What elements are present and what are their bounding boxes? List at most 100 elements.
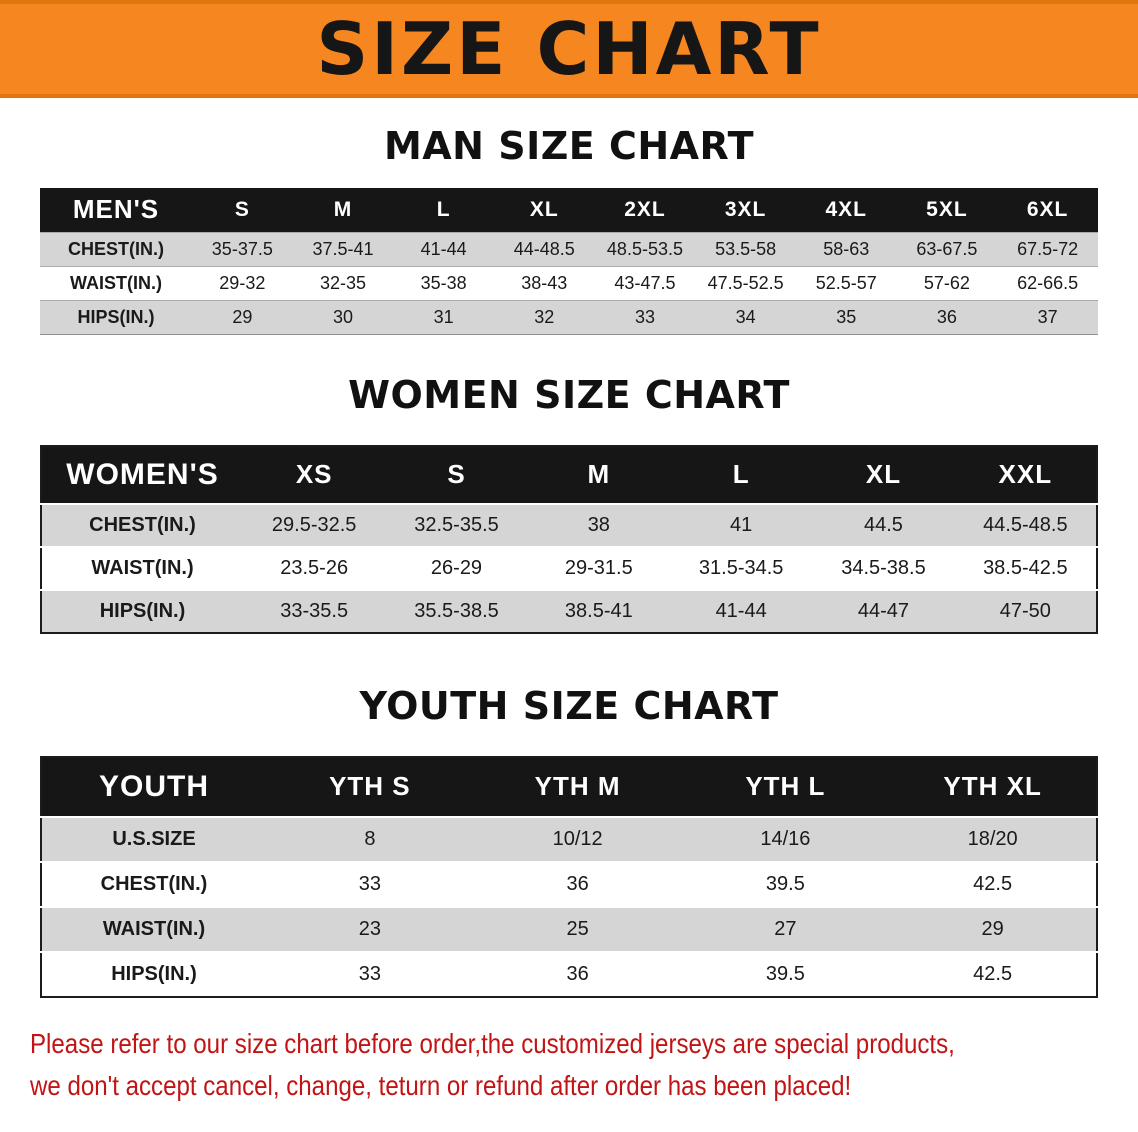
size-value: 18/20 (889, 815, 1097, 862)
womens-size-table: WOMEN'S XS S M L XL XXL CHEST(IN.) 29.5-32.5 32.5… (40, 444, 1098, 634)
size-value: 35 (795, 299, 897, 334)
size-value: 63-67.5 (896, 231, 998, 266)
size-header-cell: M (292, 188, 394, 232)
measurement-label: HIPS(IN.) (40, 299, 192, 334)
table-row: CHEST(IN.) 33 36 39.5 42.5 (41, 860, 1097, 907)
size-value: 29-31.5 (527, 545, 670, 590)
size-value: 26-29 (385, 545, 528, 590)
size-header-cell: L (669, 445, 813, 504)
size-value: 29 (889, 905, 1097, 952)
size-value: 35-38 (393, 265, 494, 300)
size-value: 33-35.5 (243, 588, 386, 633)
size-value: 58-63 (795, 231, 897, 266)
size-value: 67.5-72 (997, 231, 1098, 266)
size-value: 31 (393, 299, 494, 334)
size-value: 23 (266, 905, 474, 952)
size-value: 43-47.5 (594, 265, 696, 300)
size-header-cell: XL (493, 188, 595, 232)
size-value: 47.5-52.5 (695, 265, 796, 300)
section-heading-mens: MAN SIZE CHART (383, 124, 755, 168)
size-value: 47-50 (954, 588, 1097, 633)
measurement-label: CHEST(IN.) (41, 860, 266, 907)
size-value: 14/16 (681, 815, 890, 862)
size-header-cell: XS (243, 445, 386, 504)
size-value: 41-44 (393, 231, 494, 266)
table-row: WAIST(IN.) 23 25 27 29 (41, 905, 1097, 952)
size-value: 33 (594, 299, 696, 334)
size-value: 44-47 (812, 588, 955, 633)
size-value: 32.5-35.5 (385, 502, 528, 547)
size-value: 42.5 (889, 860, 1097, 907)
size-value: 8 (266, 815, 474, 862)
size-header-cell: 6XL (997, 188, 1098, 232)
size-value: 48.5-53.5 (594, 231, 696, 266)
size-value: 29-32 (192, 265, 293, 300)
measurement-label: WAIST(IN.) (41, 545, 243, 590)
size-value: 32 (493, 299, 595, 334)
section-heading-youth: YOUTH SIZE CHART (359, 683, 779, 728)
size-value: 36 (473, 950, 682, 997)
measurement-label: U.S.SIZE (41, 815, 266, 862)
size-header-cell: 3XL (695, 188, 796, 232)
table-row: CHEST(IN.) 29.5-32.5 32.5-35.5 38 41 44.5 44.5… (41, 502, 1097, 547)
table-header-row: MEN'S S M L XL 2XL 3XL 4XL 5XL 6XL (40, 188, 1098, 232)
size-value: 32-35 (292, 265, 394, 300)
size-header-cell: XXL (954, 445, 1097, 504)
size-value: 31.5-34.5 (669, 545, 813, 590)
table-row: HIPS(IN.) 33-35.5 35.5-38.5 38.5-41 41-44 44-… (41, 588, 1097, 633)
table-row: CHEST(IN.) 35-37.5 37.5-41 41-44 44-48.5 48.5… (40, 231, 1098, 266)
disclaimer: Please refer to our size chart before or… (0, 1026, 1138, 1105)
section-youth: YOUTH SIZE CHART YOUTH YTH S YTH M YTH L YTH … (0, 684, 1138, 998)
table-row: HIPS(IN.) 29 30 31 32 33 34 35 36 37 (40, 299, 1098, 334)
size-header-cell: YTH M (473, 756, 682, 817)
size-value: 37 (997, 299, 1098, 334)
size-value: 37.5-41 (292, 231, 394, 266)
disclaimer-line-1: Please refer to our size chart before or… (30, 1027, 955, 1059)
table-header-row: YOUTH YTH S YTH M YTH L YTH XL (41, 756, 1097, 817)
size-value: 10/12 (473, 815, 682, 862)
size-value: 25 (473, 905, 682, 952)
measurement-label: CHEST(IN.) (40, 231, 192, 266)
table-title-cell: WOMEN'S (41, 445, 243, 504)
size-value: 29.5-32.5 (243, 502, 386, 547)
size-value: 27 (681, 905, 890, 952)
size-value: 33 (266, 950, 474, 997)
size-value: 57-62 (896, 265, 998, 300)
size-header-cell: XL (812, 445, 955, 504)
size-header-cell: YTH L (681, 756, 890, 817)
size-value: 30 (292, 299, 394, 334)
table-title-cell: YOUTH (41, 756, 266, 817)
size-chart-page: SIZE CHART MAN SIZE CHART MEN'S S M L XL 2XL 3X… (0, 0, 1138, 1105)
size-header-cell: L (393, 188, 494, 232)
size-value: 38.5-42.5 (954, 545, 1097, 590)
size-header-cell: 5XL (896, 188, 998, 232)
measurement-label: WAIST(IN.) (40, 265, 192, 300)
size-header-cell: 4XL (795, 188, 897, 232)
size-value: 52.5-57 (795, 265, 897, 300)
size-value: 44.5 (812, 502, 955, 547)
table-title-cell: MEN'S (40, 188, 192, 232)
size-value: 39.5 (681, 860, 890, 907)
section-mens: MAN SIZE CHART MEN'S S M L XL 2XL 3XL 4XL 5XL 6XL C… (0, 124, 1138, 335)
size-value: 62-66.5 (997, 265, 1098, 300)
size-header-cell: M (527, 445, 670, 504)
table-row: U.S.SIZE 8 10/12 14/16 18/20 (41, 815, 1097, 862)
size-value: 38 (527, 502, 670, 547)
size-value: 36 (896, 299, 998, 334)
size-value: 35-37.5 (192, 231, 293, 266)
size-value: 34.5-38.5 (812, 545, 955, 590)
disclaimer-line-2: we don't accept cancel, change, teturn o… (30, 1069, 852, 1101)
size-header-cell: S (385, 445, 528, 504)
measurement-label: HIPS(IN.) (41, 588, 243, 633)
banner: SIZE CHART (0, 0, 1138, 98)
page-title: SIZE CHART (316, 7, 822, 91)
measurement-label: HIPS(IN.) (41, 950, 266, 997)
section-heading-womens: WOMEN SIZE CHART (348, 372, 790, 417)
size-value: 33 (266, 860, 474, 907)
mens-size-table: MEN'S S M L XL 2XL 3XL 4XL 5XL 6XL CHEST(IN.) 35-37… (40, 188, 1098, 335)
size-value: 35.5-38.5 (385, 588, 528, 633)
size-value: 38-43 (493, 265, 595, 300)
table-row: WAIST(IN.) 29-32 32-35 35-38 38-43 43-47.5 47.… (40, 265, 1098, 300)
table-header-row: WOMEN'S XS S M L XL XXL (41, 445, 1097, 504)
size-value: 44-48.5 (493, 231, 595, 266)
